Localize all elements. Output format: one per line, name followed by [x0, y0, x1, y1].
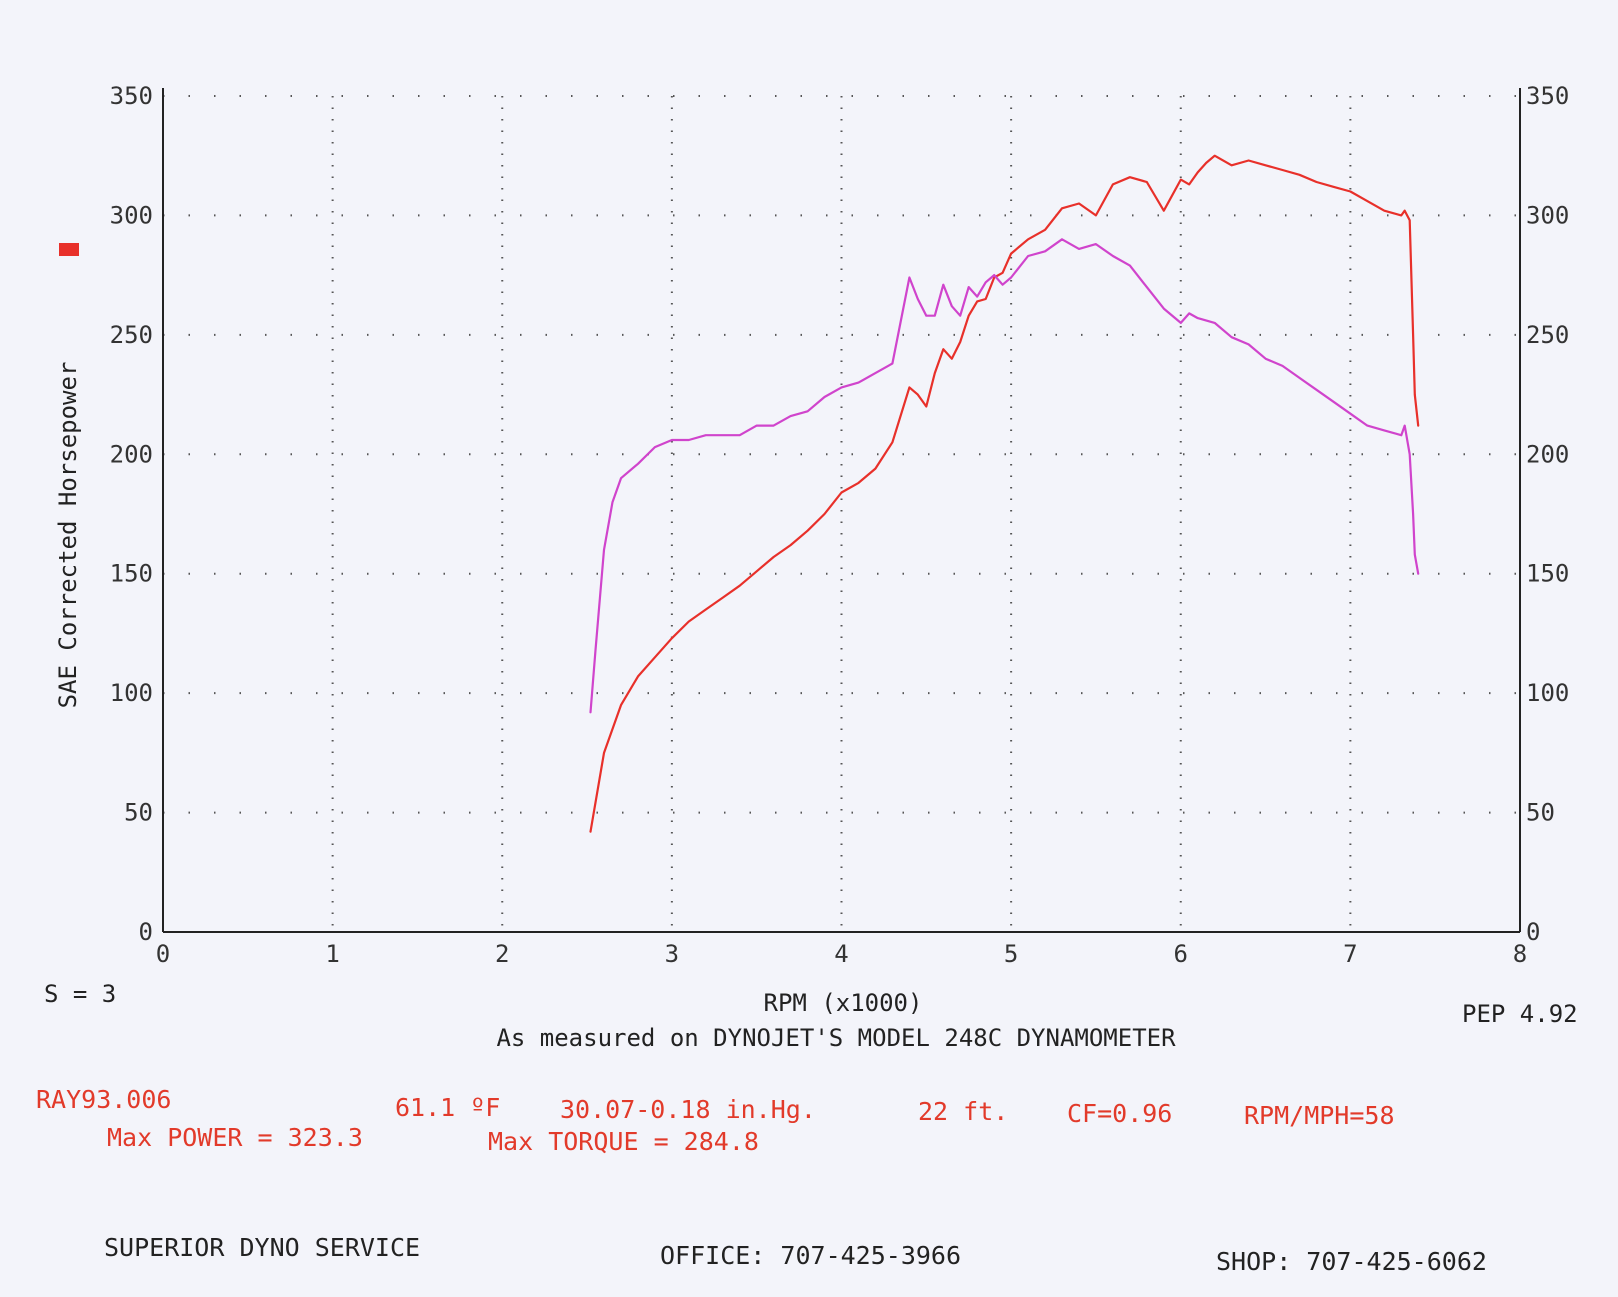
y-tick-label: 50	[124, 799, 153, 827]
y-tick-labels: 0 50 100 150 200 250 300 350	[110, 82, 153, 946]
y2-tick-label: 50	[1526, 799, 1555, 827]
x-tick-label: 3	[665, 940, 679, 968]
rpm-mph: RPM/MPH=58	[1244, 1101, 1395, 1130]
x-tick-label: 0	[156, 940, 170, 968]
y-tick-label: 150	[110, 560, 153, 588]
y2-tick-label: 200	[1526, 440, 1569, 468]
x-tick-label: 2	[495, 940, 509, 968]
measured-note: As measured on DYNOJET'S MODEL 248C DYNA…	[496, 1024, 1176, 1052]
y2-tick-label: 250	[1526, 321, 1569, 349]
y-tick-label: 300	[110, 201, 153, 229]
y-tick-label: 350	[110, 82, 153, 110]
axes	[162, 88, 1521, 933]
company-name: SUPERIOR DYNO SERVICE	[104, 1233, 420, 1262]
y2-tick-label: 0	[1526, 918, 1540, 946]
pressure: 30.07-0.18 in.Hg.	[560, 1095, 816, 1124]
series-lines	[589, 154, 1420, 833]
x-tick-label: 7	[1343, 940, 1357, 968]
y2-tick-label: 150	[1526, 560, 1569, 588]
grid-lines	[163, 95, 1520, 932]
max-power: Max POWER = 323.3	[107, 1123, 363, 1152]
x-tick-label: 8	[1513, 940, 1527, 968]
legend-marker	[59, 243, 79, 256]
correction-factor: CF=0.96	[1067, 1099, 1172, 1128]
y2-tick-label: 350	[1526, 82, 1569, 110]
power-series-line	[589, 154, 1420, 833]
y2-tick-labels: 0 50 100 150 200 250 300 350	[1526, 82, 1569, 946]
y-tick-label: 250	[110, 321, 153, 349]
s-value: S = 3	[44, 980, 116, 1008]
y-tick-label: 0	[139, 918, 153, 946]
y-tick-label: 100	[110, 679, 153, 707]
x-tick-label: 4	[834, 940, 848, 968]
y-axis-label: SAE Corrected Horsepower	[54, 362, 82, 709]
temperature: 61.1 ºF	[395, 1093, 500, 1122]
y2-tick-label: 300	[1526, 201, 1569, 229]
max-torque: Max TORQUE = 284.8	[488, 1127, 759, 1156]
torque-series-line	[589, 238, 1420, 714]
pep-version: PEP 4.92	[1462, 1000, 1578, 1028]
y-tick-label: 200	[110, 440, 153, 468]
x-tick-label: 6	[1174, 940, 1188, 968]
run-id: RAY93.006	[36, 1085, 171, 1114]
shop-phone: SHOP: 707-425-6062	[1216, 1247, 1487, 1276]
altitude: 22 ft.	[918, 1097, 1008, 1126]
office-phone: OFFICE: 707-425-3966	[660, 1241, 961, 1270]
x-axis-label: RPM (x1000)	[764, 989, 923, 1017]
x-tick-label: 5	[1004, 940, 1018, 968]
y2-tick-label: 100	[1526, 679, 1569, 707]
x-tick-labels: 0 1 2 3 4 5 6 7 8	[156, 940, 1527, 968]
x-tick-label: 1	[325, 940, 339, 968]
